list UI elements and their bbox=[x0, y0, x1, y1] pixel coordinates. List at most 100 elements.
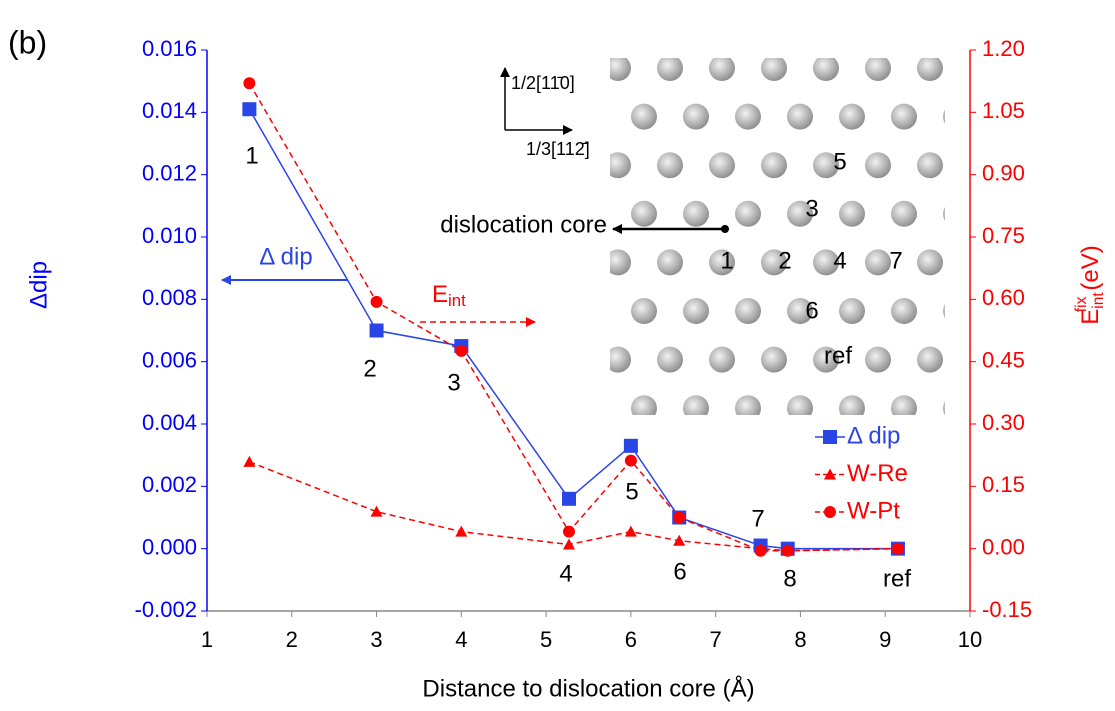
atom bbox=[709, 152, 735, 179]
point-label: 5 bbox=[625, 478, 638, 505]
atom bbox=[579, 395, 605, 421]
legend-marker bbox=[824, 506, 836, 518]
y2-axis-label-unit: (eV) bbox=[1077, 245, 1104, 290]
atom bbox=[553, 347, 579, 373]
y-tick-label: 0.016 bbox=[142, 36, 197, 61]
x-tick-label: 1 bbox=[201, 627, 213, 652]
atom bbox=[683, 298, 709, 324]
atom-label: ref bbox=[824, 342, 852, 369]
x-tick-label: 5 bbox=[540, 627, 552, 652]
atom bbox=[631, 200, 657, 227]
y2-tick-label: -0.15 bbox=[982, 597, 1032, 622]
x-tick-label: 4 bbox=[455, 627, 467, 652]
y2-tick-label: 0.90 bbox=[982, 160, 1025, 185]
x-tick-label: 3 bbox=[370, 627, 382, 652]
x-tick-label: 6 bbox=[625, 627, 637, 652]
legend-marker bbox=[824, 468, 836, 480]
atom bbox=[683, 395, 709, 415]
legend-label: W-Re bbox=[847, 460, 908, 487]
atom bbox=[813, 58, 839, 81]
point-label: ref bbox=[883, 565, 911, 592]
atom bbox=[865, 249, 891, 276]
marker-circle bbox=[891, 542, 904, 555]
marker-circle bbox=[370, 295, 383, 308]
atom bbox=[891, 395, 917, 415]
y-tick-label: 0.004 bbox=[142, 410, 197, 435]
y2-tick-label: 0.75 bbox=[982, 223, 1025, 248]
atom-label: 2 bbox=[778, 247, 791, 274]
atom bbox=[683, 200, 709, 227]
atom bbox=[610, 249, 631, 276]
atom-label: 1 bbox=[720, 247, 733, 274]
point-label: 7 bbox=[751, 505, 764, 532]
y2-axis-label-sup: fix bbox=[1073, 296, 1090, 312]
panel-label: (b) bbox=[8, 24, 47, 60]
dip-arrow-label: Δ dip bbox=[259, 243, 312, 270]
atom bbox=[657, 249, 683, 276]
atom bbox=[917, 152, 943, 179]
atom bbox=[865, 346, 891, 373]
x-tick-label: 7 bbox=[710, 627, 722, 652]
x-tick-label: 8 bbox=[794, 627, 806, 652]
atom-label: 4 bbox=[833, 247, 846, 274]
atom bbox=[891, 103, 917, 130]
marker-circle bbox=[563, 525, 576, 538]
x-tick-label: 2 bbox=[286, 627, 298, 652]
y2-tick-label: 1.20 bbox=[982, 36, 1025, 61]
atom bbox=[917, 58, 943, 81]
y-axis-label: Δdip bbox=[25, 261, 52, 309]
point-label: 6 bbox=[673, 558, 686, 585]
atom bbox=[579, 104, 605, 130]
atom bbox=[735, 395, 761, 415]
y-tick-label: 0.010 bbox=[142, 223, 197, 248]
marker-square bbox=[623, 438, 638, 453]
x-tick-label: 9 bbox=[879, 627, 891, 652]
y2-axis-label-sub: int bbox=[1090, 292, 1107, 309]
atom bbox=[735, 103, 761, 130]
atom bbox=[891, 298, 917, 324]
dir-right-label: 1/3[112̄] bbox=[526, 139, 590, 159]
atom bbox=[865, 58, 891, 81]
atom bbox=[657, 152, 683, 179]
legend-marker bbox=[823, 430, 837, 444]
atom-label: 5 bbox=[833, 148, 846, 175]
atom bbox=[917, 346, 943, 373]
marker-triangle bbox=[563, 538, 576, 550]
y2-tick-label: 0.30 bbox=[982, 410, 1025, 435]
marker-square bbox=[562, 491, 577, 506]
atom bbox=[709, 346, 735, 373]
atom-label: 7 bbox=[889, 247, 902, 274]
atom bbox=[839, 103, 865, 130]
atom bbox=[865, 152, 891, 179]
marker-circle bbox=[673, 511, 686, 524]
marker-circle bbox=[243, 77, 256, 90]
atom bbox=[683, 103, 709, 130]
atom bbox=[943, 109, 945, 124]
marker-square bbox=[242, 102, 257, 117]
atom bbox=[631, 298, 657, 324]
y2-tick-label: 0.45 bbox=[982, 347, 1025, 372]
point-label: 3 bbox=[447, 369, 460, 396]
series-line bbox=[249, 461, 898, 552]
point-label: 2 bbox=[363, 355, 376, 382]
x-tick-label: 10 bbox=[958, 627, 982, 652]
y-tick-label: -0.002 bbox=[135, 597, 197, 622]
atom bbox=[787, 200, 813, 227]
core-dot bbox=[721, 225, 729, 233]
atom bbox=[610, 152, 631, 179]
y-tick-label: 0.012 bbox=[142, 160, 197, 185]
marker-triangle bbox=[624, 525, 637, 537]
marker-triangle bbox=[455, 525, 468, 537]
y-tick-label: 0.006 bbox=[142, 347, 197, 372]
atom bbox=[839, 298, 865, 324]
atom-label: 6 bbox=[805, 297, 818, 324]
point-label: 8 bbox=[783, 565, 796, 592]
y2-axis-label: Eintfix (eV) bbox=[1073, 245, 1107, 324]
eint-arrow-label-main: E bbox=[432, 281, 448, 308]
series-line bbox=[248, 108, 898, 550]
marker-circle bbox=[754, 544, 767, 557]
y2-tick-label: 1.05 bbox=[982, 98, 1025, 123]
dir-up-label: 1/2[11̄0] bbox=[511, 73, 575, 93]
point-label: 1 bbox=[245, 142, 258, 169]
